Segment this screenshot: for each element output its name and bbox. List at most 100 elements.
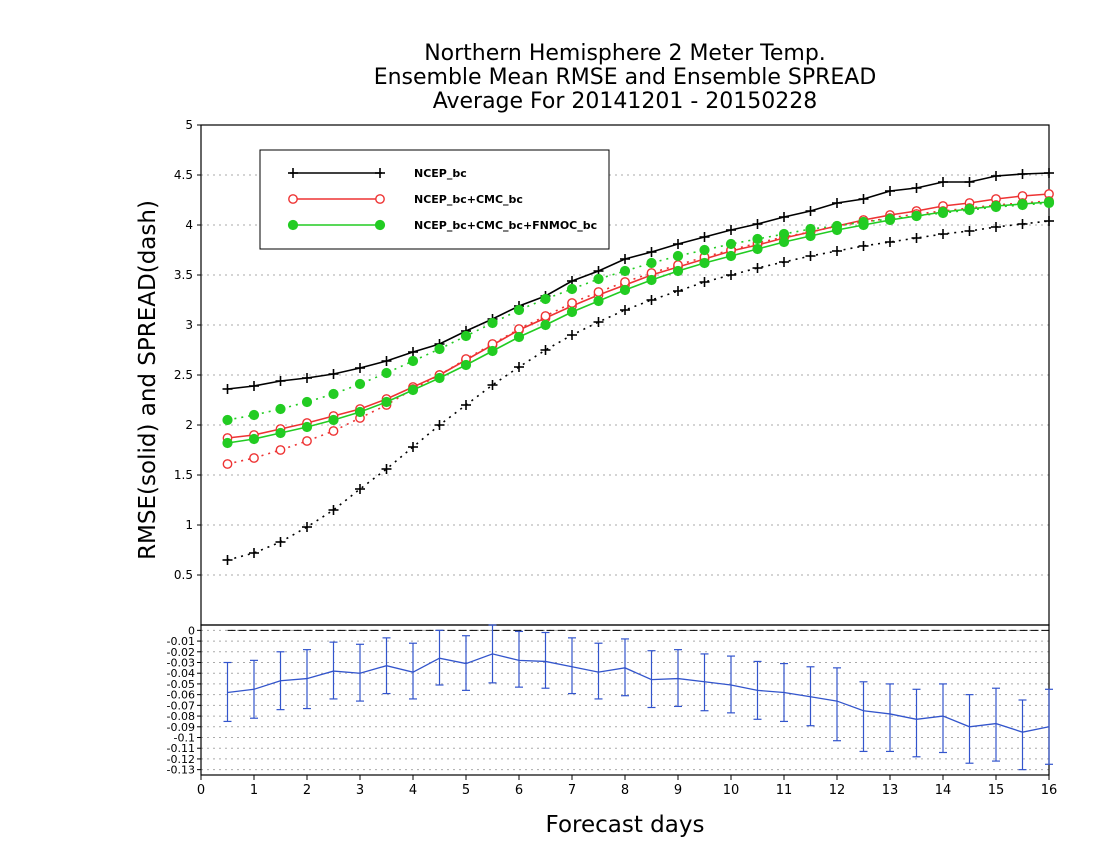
x-tick-label: 0 (197, 783, 205, 798)
rmse-spread-panel: 0.5 1 1.5 2 2.5 3 3.5 4 4.5 5 (174, 118, 1055, 626)
rmse-point (354, 406, 366, 418)
spread-point (567, 298, 577, 308)
legend-label: NCEP_bc+CMC_bc+FNMOC_bc (414, 219, 597, 232)
legend-label: NCEP_bc+CMC_bc (414, 193, 523, 206)
difference-line (227, 653, 1050, 733)
spread-point (434, 343, 445, 355)
y-tick-label: 0.5 (174, 568, 193, 582)
difference-panel: 0-0.01-0.02-0.03-0.04-0.05-0.06-0.07-0.0… (167, 624, 1058, 798)
y-tick-label: -0.05 (167, 678, 195, 691)
error-bar (753, 660, 762, 720)
rmse-point (249, 381, 259, 391)
x-tick-label: 12 (829, 783, 846, 798)
error-bar (356, 643, 364, 702)
legend-marker (287, 219, 299, 231)
spread-point (885, 237, 895, 247)
spread-point (302, 522, 312, 532)
title-line-3: Average For 20141201 - 20150228 (433, 89, 818, 114)
y-tick-label: 0 (188, 624, 195, 637)
rmse-point (673, 239, 683, 249)
rmse-point (938, 177, 948, 187)
rmse-point (620, 254, 630, 264)
rmse-point (328, 414, 339, 426)
legend-item: NCEP_bc (288, 167, 467, 180)
error-bar (223, 661, 232, 723)
rmse-point (407, 384, 419, 396)
y-tick-label: 4.5 (174, 168, 193, 182)
y-tick-label: -0.03 (167, 657, 195, 670)
error-bar (435, 629, 444, 686)
rmse-point (832, 198, 842, 208)
y-tick-label: 1 (185, 518, 193, 532)
x-tick-label: 5 (462, 783, 470, 798)
y-tick-label: -0.09 (167, 721, 195, 734)
rmse-point (779, 212, 789, 222)
spread-point (434, 420, 445, 430)
spread-point (381, 367, 392, 379)
spread-point (964, 226, 975, 236)
y-tick-label: -0.02 (167, 646, 195, 659)
error-bar (992, 687, 1000, 762)
rmse-point (646, 247, 657, 257)
x-axis-title: Forecast days (546, 812, 705, 838)
error-bar (833, 667, 841, 742)
rmse-point (752, 243, 763, 255)
x-tick-label: 4 (409, 783, 417, 798)
spread-point (672, 250, 684, 262)
rmse-point (619, 284, 631, 296)
rmse-point (885, 186, 895, 196)
spread-point (275, 537, 286, 547)
error-bar (568, 637, 576, 695)
y-tick-label: -0.01 (167, 635, 195, 648)
y-tick-label: 3.5 (174, 268, 193, 282)
error-bar (276, 651, 285, 711)
spread-point (355, 484, 365, 494)
rmse-point (805, 206, 816, 216)
spread-point (1043, 197, 1055, 209)
error-bar (621, 638, 629, 697)
spread-point (487, 317, 498, 329)
error-bar (1045, 688, 1053, 765)
spread-point (646, 295, 657, 305)
spread-point (354, 378, 366, 390)
chart-title: Northern Hemisphere 2 Meter Temp. Ensemb… (374, 41, 877, 114)
spread-point (646, 257, 657, 269)
rmse-point (275, 376, 286, 386)
error-bar (965, 694, 974, 764)
rmse-point (328, 369, 339, 379)
spread-point (1017, 219, 1028, 229)
error-bar (329, 641, 338, 700)
x-tick-label: 15 (988, 783, 1005, 798)
spread-point (938, 229, 948, 239)
spread-point (593, 273, 604, 285)
spread-point (752, 263, 763, 273)
error-bar (886, 683, 894, 753)
bottom-grid (201, 629, 1049, 771)
y-tick-label: 1.5 (174, 468, 193, 482)
spread-point (275, 445, 286, 455)
spread-point (593, 287, 604, 297)
rmse-point (725, 250, 737, 262)
rmse-point (646, 274, 657, 286)
spread-point (991, 222, 1001, 232)
spread-point (460, 330, 472, 342)
spread-point (222, 459, 233, 469)
error-bar (859, 681, 868, 753)
spread-point (699, 244, 710, 256)
rmse-point (1044, 168, 1054, 178)
rmse-point (222, 437, 233, 449)
error-bar (912, 688, 921, 758)
spread-point (911, 210, 922, 222)
x-tick-label: 10 (723, 783, 740, 798)
spread-point (461, 400, 471, 410)
spread-point (593, 317, 604, 327)
spread-point (487, 380, 498, 390)
spread-point (858, 216, 869, 228)
rmse-point (381, 396, 392, 408)
legend-marker (375, 168, 385, 178)
y-tick-label: 4 (185, 218, 193, 232)
rmse-point (964, 177, 975, 187)
rmse-point (566, 306, 578, 318)
error-bar (250, 659, 258, 719)
